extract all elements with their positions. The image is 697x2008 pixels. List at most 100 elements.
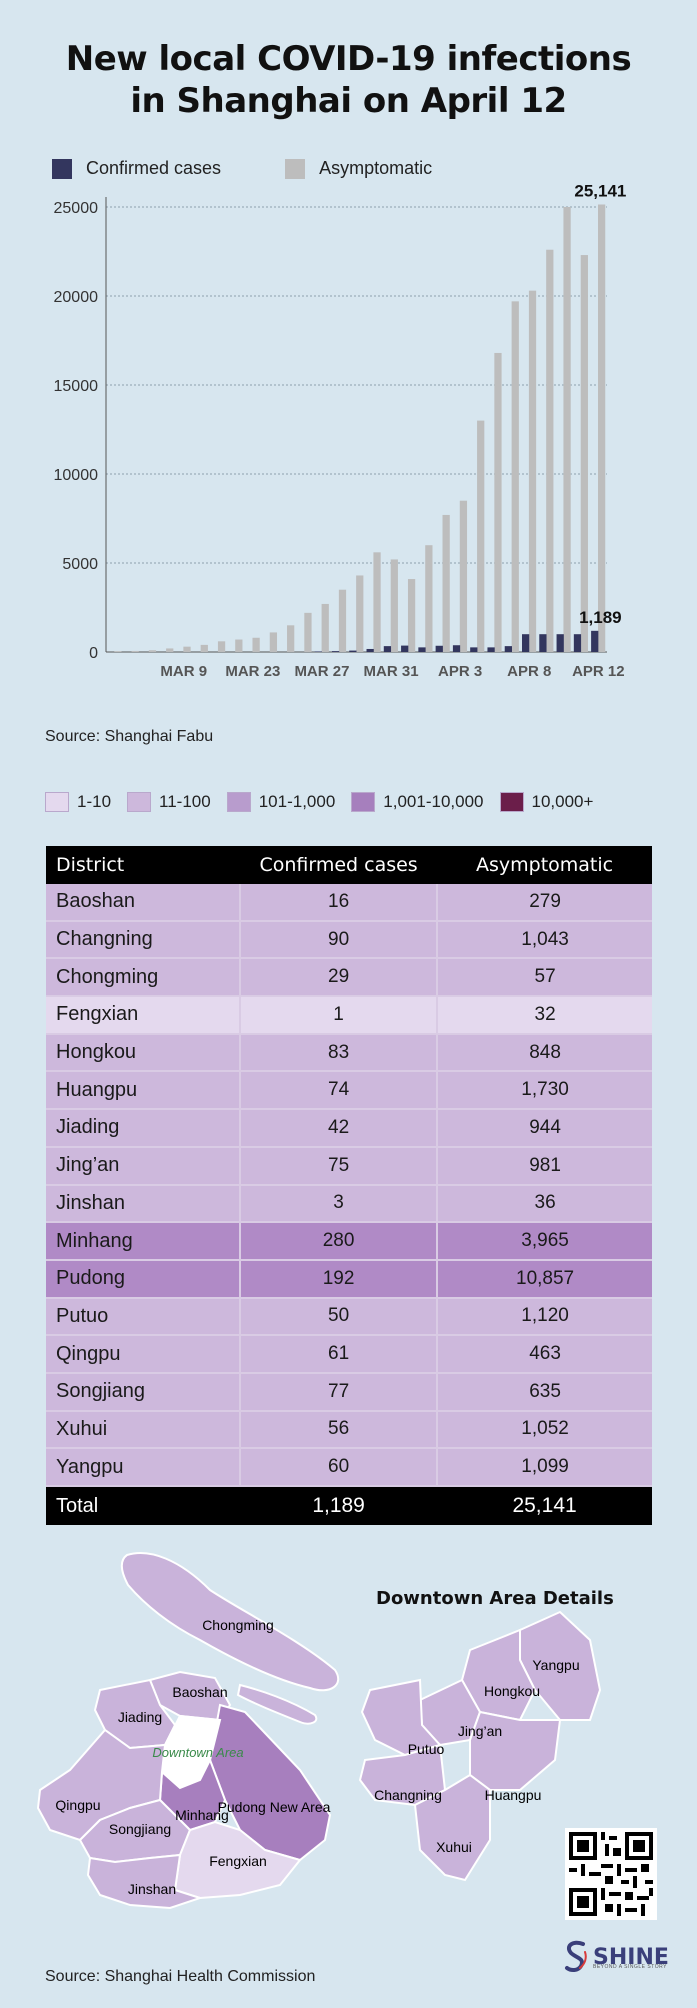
table-row: Xuhui 56 1,052 [46,1410,652,1450]
map-label-minhang: Minhang [175,1807,229,1823]
qr-code-graphic [569,1832,653,1916]
confirmed-bar [331,651,340,652]
asymptomatic-cell: 981 [437,1146,652,1186]
table-row: Huangpu 74 1,730 [46,1071,652,1111]
table-row: Chongming 29 57 [46,958,652,998]
x-tick-label: APR 3 [438,663,482,680]
shanghai-map: Chongming Baoshan Jiading Downtown Area … [36,1552,602,1910]
y-tick-label: 15000 [54,378,99,395]
scale-item-2: 11-100 [127,792,211,812]
confirmed-cell: 77 [240,1372,439,1412]
qr-code-icon[interactable] [565,1828,657,1920]
data-label: 25,141 [574,185,626,200]
asymptomatic-bar [597,204,606,652]
asymptomatic-bar [183,646,191,652]
asymptomatic-bar [356,575,364,652]
district-cell: Jinshan [46,1184,242,1224]
asymptomatic-bar [148,650,157,652]
asymptomatic-bar [217,641,226,652]
confirmed-bar [522,634,530,652]
table-total-row: Total 1,189 25,141 [46,1486,652,1525]
y-tick-label: 0 [89,645,98,662]
confirmed-cell: 61 [240,1335,439,1374]
shine-logo-tagline: BEYOND A SINGLE STORY [593,1964,667,1970]
page-title: New local COVID-19 infections in Shangha… [0,38,697,122]
shine-logo[interactable]: SHINE BEYOND A SINGLE STORY [563,1940,669,1974]
district-cell: Huangpu [46,1071,242,1111]
confirmed-cell: 16 [240,884,439,922]
confirmed-bar [487,647,495,652]
scale-item-4: 1,001-10,000 [351,792,484,812]
asymptomatic-cell: 57 [437,958,652,998]
chart-legend: Confirmed cases Asymptomatic [52,158,496,179]
scale-item-1: 1-10 [45,792,111,812]
asymptomatic-bar [304,612,312,652]
confirmed-bar [349,650,357,652]
x-tick-label: MAR 23 [225,663,280,680]
asymptomatic-bar [511,301,519,652]
table-row: Putuo 50 1,120 [46,1297,652,1337]
confirmed-bar [556,634,564,652]
confirmed-bar [539,634,547,652]
asymptomatic-cell: 1,120 [437,1297,652,1337]
district-cell: Minhang [46,1222,242,1261]
table-row: Pudong 192 10,857 [46,1259,652,1299]
table-row: Jing’an 75 981 [46,1146,652,1186]
x-tick-label: APR 8 [507,663,551,680]
scale-label-4: 1,001-10,000 [383,792,484,811]
confirmed-cell: 50 [240,1297,439,1337]
downtown-label-huangpu: Huangpu [485,1787,542,1803]
table-header-row: District Confirmed cases Asymptomatic [46,846,652,884]
confirmed-bar [470,647,478,652]
district-cell: Hongkou [46,1033,242,1073]
map-label-fengxian: Fengxian [209,1853,267,1869]
district-cell: Yangpu [46,1448,242,1487]
legend-confirmed-label: Confirmed cases [86,158,222,178]
scale-swatch-2 [127,792,152,812]
confirmed-cell: 56 [240,1410,439,1450]
confirmed-cell: 1 [240,996,439,1035]
y-tick-label: 20000 [54,289,99,306]
shine-logo-icon [565,1940,587,1973]
confirmed-bar [435,645,443,652]
confirmed-bar [314,651,322,652]
scale-swatch-1 [45,792,69,812]
legend-confirmed-swatch [52,158,72,179]
downtown-label-yangpu: Yangpu [532,1657,579,1673]
asymptomatic-bar [563,207,571,652]
x-tick-label: MAR 9 [160,663,207,680]
map-source: Source: Shanghai Health Commission [45,1968,316,1985]
table-row: Yangpu 60 1,099 [46,1448,652,1487]
map-changxing [236,1683,318,1725]
confirmed-bar [504,646,512,652]
asymptomatic-bar [390,559,398,652]
downtown-label-hongkou: Hongkou [484,1683,540,1699]
y-tick-label: 10000 [54,467,99,484]
confirmed-cell: 83 [240,1033,439,1073]
header-asymptomatic: Asymptomatic [437,846,652,884]
table-row: Jiading 42 944 [46,1109,652,1148]
x-tick-label: MAR 27 [294,663,349,680]
asymptomatic-bar [235,639,243,652]
asymptomatic-bar [287,625,295,652]
map-label-jiading: Jiading [118,1709,162,1725]
downtown-label-putuo: Putuo [408,1741,445,1757]
district-cell: Baoshan [46,884,242,922]
asymptomatic-bar [459,500,468,652]
asymptomatic-cell: 10,857 [437,1259,652,1299]
confirmed-cell: 90 [240,920,439,960]
confirmed-bar [591,630,599,652]
chart-source: Source: Shanghai Fabu [45,728,214,745]
asymptomatic-bar [477,420,485,652]
title-line-2: in Shanghai on April 12 [130,81,567,121]
map-label-jinshan: Jinshan [128,1881,176,1897]
legend-confirmed: Confirmed cases [52,158,221,179]
asymptomatic-bar [338,589,347,652]
confirmed-cell: 280 [240,1222,439,1261]
map-label-pudong: Pudong New Area [218,1799,331,1815]
confirmed-bar [366,648,374,652]
asymptomatic-bar [114,651,122,652]
map-label-baoshan: Baoshan [172,1684,227,1700]
asymptomatic-bar [580,255,588,652]
asymptomatic-bar [373,552,381,652]
